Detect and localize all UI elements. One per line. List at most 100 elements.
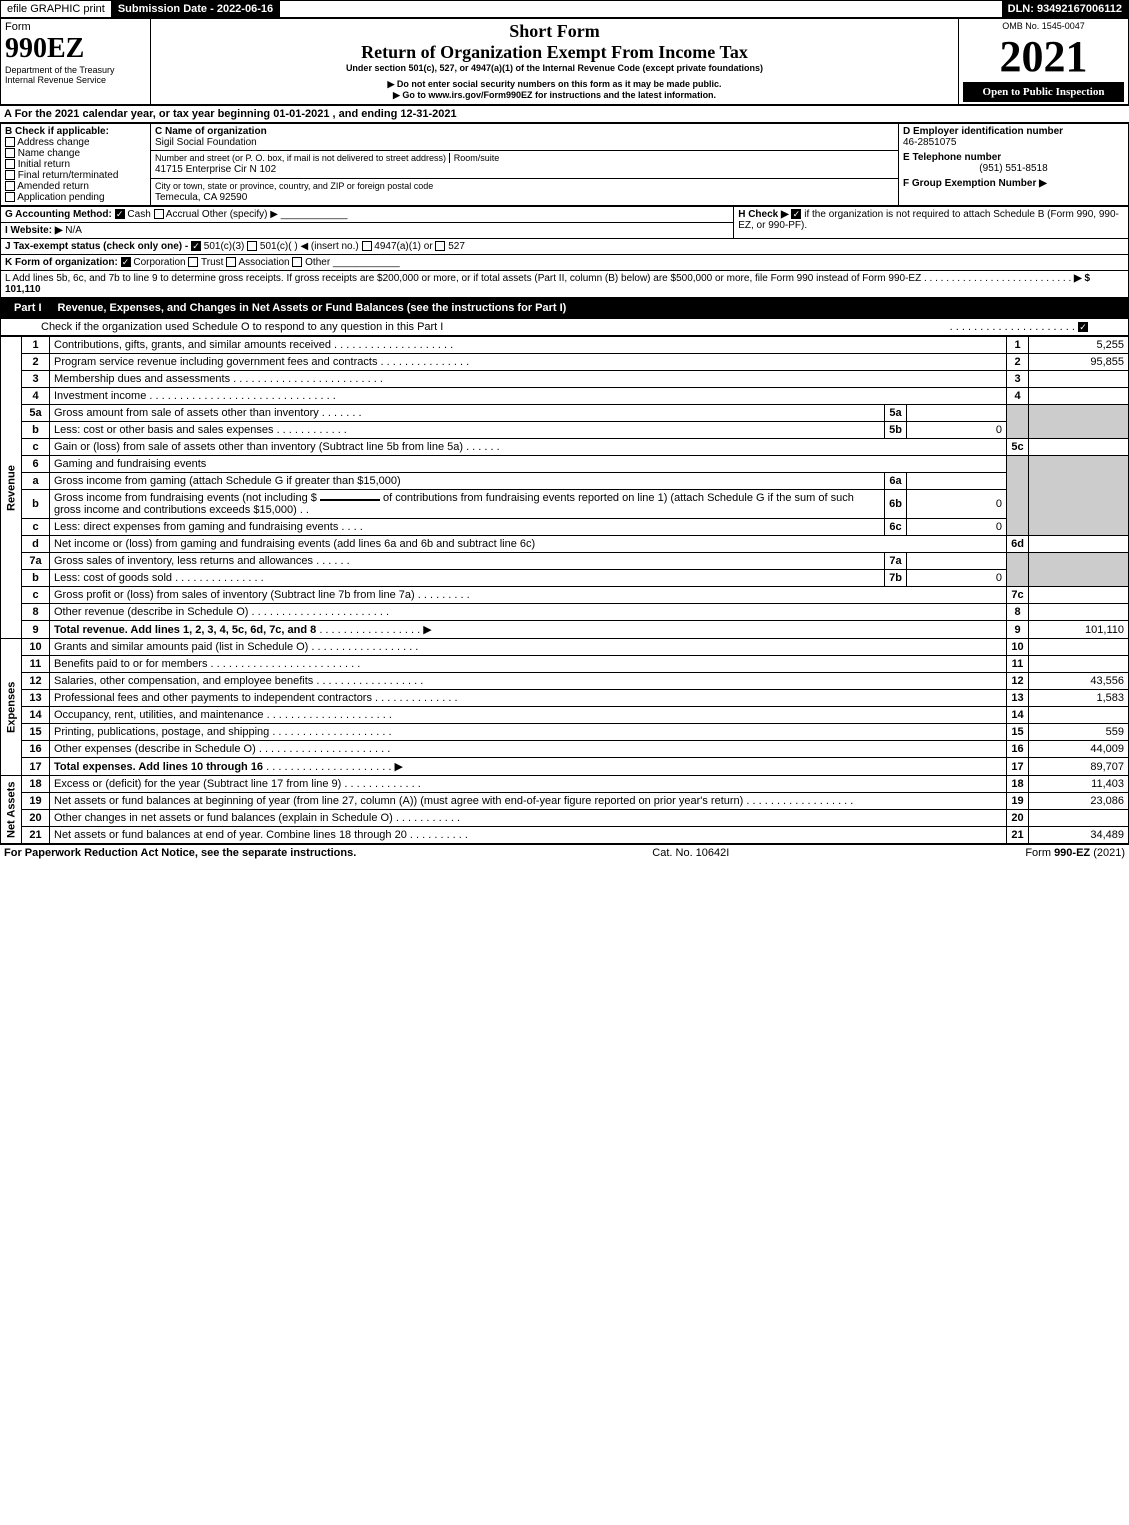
- cb-application-pending[interactable]: Application pending: [5, 192, 146, 203]
- line-4-text: Investment income: [54, 390, 146, 402]
- side-expenses: Expenses: [1, 639, 22, 776]
- line-7a-sub: [907, 553, 1007, 570]
- room-label: Room/suite: [449, 153, 500, 163]
- cb-initial-return[interactable]: Initial return: [5, 159, 146, 170]
- cb-527[interactable]: [435, 241, 445, 251]
- line-11-text: Benefits paid to or for members: [54, 658, 207, 670]
- part1-check-row: Check if the organization used Schedule …: [0, 318, 1129, 336]
- city-label: City or town, state or province, country…: [155, 181, 433, 191]
- line-5b-text: Less: cost or other basis and sales expe…: [54, 424, 274, 436]
- line-6a-sub: [907, 473, 1007, 490]
- cb-accrual[interactable]: [154, 209, 164, 219]
- line-6c-text: Less: direct expenses from gaming and fu…: [54, 521, 338, 533]
- efile-label[interactable]: efile GRAPHIC print: [1, 1, 112, 17]
- d-label: D Employer identification number: [903, 126, 1124, 137]
- line-13-amt: 1,583: [1029, 690, 1129, 707]
- part1-lines: Revenue 1Contributions, gifts, grants, a…: [0, 336, 1129, 844]
- line-6c-sub: 0: [907, 519, 1007, 536]
- line-10-amt: [1029, 639, 1129, 656]
- form-word: Form: [5, 21, 146, 33]
- line-18-text: Excess or (deficit) for the year (Subtra…: [54, 778, 341, 790]
- footer-mid: Cat. No. 10642I: [652, 847, 729, 859]
- footer-left: For Paperwork Reduction Act Notice, see …: [4, 847, 356, 859]
- cb-final-return[interactable]: Final return/terminated: [5, 170, 146, 181]
- tax-year: 2021: [963, 31, 1124, 82]
- line-7c-text: Gross profit or (loss) from sales of inv…: [54, 589, 415, 601]
- line-21-amt: 34,489: [1029, 827, 1129, 844]
- cb-association[interactable]: [226, 257, 236, 267]
- cb-other-org[interactable]: [292, 257, 302, 267]
- line-18-amt: 11,403: [1029, 776, 1129, 793]
- cb-schedule-o[interactable]: ✓: [1078, 322, 1088, 332]
- submission-date: Submission Date - 2022-06-16: [112, 1, 280, 17]
- line-17-amt: 89,707: [1029, 758, 1129, 776]
- line-3-text: Membership dues and assessments: [54, 373, 230, 385]
- goto-link[interactable]: ▶ Go to www.irs.gov/Form990EZ for instru…: [155, 90, 954, 101]
- line-6d-amt: [1029, 536, 1129, 553]
- line-6a-text: Gross income from gaming (attach Schedul…: [54, 475, 401, 487]
- part1-check-text: Check if the organization used Schedule …: [41, 321, 443, 333]
- ghijkl-table: G Accounting Method: ✓ Cash Accrual Othe…: [0, 206, 1129, 298]
- open-public: Open to Public Inspection: [963, 82, 1124, 102]
- line-1-amt: 5,255: [1029, 337, 1129, 354]
- footer-right: Form 990-EZ (2021): [1025, 847, 1125, 859]
- line-20-text: Other changes in net assets or fund bala…: [54, 812, 393, 824]
- l-text: L Add lines 5b, 6c, and 7b to line 9 to …: [5, 273, 921, 284]
- org-name: Sigil Social Foundation: [155, 137, 257, 148]
- cb-501c[interactable]: [247, 241, 257, 251]
- line-17-text: Total expenses. Add lines 10 through 16: [54, 761, 263, 773]
- street: 41715 Enterprise Cir N 102: [155, 164, 276, 175]
- line-15-amt: 559: [1029, 724, 1129, 741]
- org-info-table: B Check if applicable: Address change Na…: [0, 123, 1129, 206]
- line-5b-sub: 0: [907, 422, 1007, 439]
- cb-corporation[interactable]: ✓: [121, 257, 131, 267]
- line-20-amt: [1029, 810, 1129, 827]
- line-7b-text: Less: cost of goods sold: [54, 572, 172, 584]
- line-5a-sub: [907, 405, 1007, 422]
- line-7c-amt: [1029, 587, 1129, 604]
- c-label: C Name of organization: [155, 126, 267, 137]
- line-19-amt: 23,086: [1029, 793, 1129, 810]
- line-8-amt: [1029, 604, 1129, 621]
- k-label: K Form of organization:: [5, 257, 118, 268]
- ssn-warning: ▶ Do not enter social security numbers o…: [155, 79, 954, 90]
- form-header: Form 990EZ Department of the Treasury In…: [0, 18, 1129, 105]
- line-14-amt: [1029, 707, 1129, 724]
- under-section: Under section 501(c), 527, or 4947(a)(1)…: [155, 63, 954, 73]
- part1-label: Part I: [6, 300, 50, 316]
- f-label: F Group Exemption Number ▶: [903, 178, 1124, 189]
- e-label: E Telephone number: [903, 152, 1124, 163]
- cb-cash[interactable]: ✓: [115, 209, 125, 219]
- cb-trust[interactable]: [188, 257, 198, 267]
- top-bar: efile GRAPHIC print Submission Date - 20…: [0, 0, 1129, 18]
- cb-schedule-b[interactable]: ✓: [791, 209, 801, 219]
- cb-name-change[interactable]: Name change: [5, 148, 146, 159]
- line-8-text: Other revenue (describe in Schedule O): [54, 606, 248, 618]
- i-label: I Website: ▶: [5, 225, 63, 236]
- cb-501c3[interactable]: ✓: [191, 241, 201, 251]
- irs: Internal Revenue Service: [5, 75, 146, 85]
- city-state-zip: Temecula, CA 92590: [155, 192, 247, 203]
- phone: (951) 551-8518: [903, 163, 1124, 174]
- part1-header: Part I Revenue, Expenses, and Changes in…: [0, 298, 1129, 318]
- cb-amended-return[interactable]: Amended return: [5, 181, 146, 192]
- line-21-text: Net assets or fund balances at end of ye…: [54, 829, 407, 841]
- h-label: H Check ▶: [738, 209, 788, 220]
- line-6b-sub: 0: [907, 490, 1007, 519]
- line-4-amt: [1029, 388, 1129, 405]
- line-15-text: Printing, publications, postage, and shi…: [54, 726, 269, 738]
- cb-4947[interactable]: [362, 241, 372, 251]
- line-16-text: Other expenses (describe in Schedule O): [54, 743, 256, 755]
- form-number: 990EZ: [5, 33, 146, 65]
- line-12-amt: 43,556: [1029, 673, 1129, 690]
- line-5c-text: Gain or (loss) from sale of assets other…: [54, 441, 463, 453]
- cb-address-change[interactable]: Address change: [5, 137, 146, 148]
- line-9-text: Total revenue. Add lines 1, 2, 3, 4, 5c,…: [54, 624, 316, 636]
- line-9-amt: 101,110: [1029, 621, 1129, 639]
- side-net-assets: Net Assets: [1, 776, 22, 844]
- line-11-amt: [1029, 656, 1129, 673]
- title-return: Return of Organization Exempt From Incom…: [155, 42, 954, 63]
- line-7b-sub: 0: [907, 570, 1007, 587]
- line-16-amt: 44,009: [1029, 741, 1129, 758]
- ein: 46-2851075: [903, 137, 1124, 148]
